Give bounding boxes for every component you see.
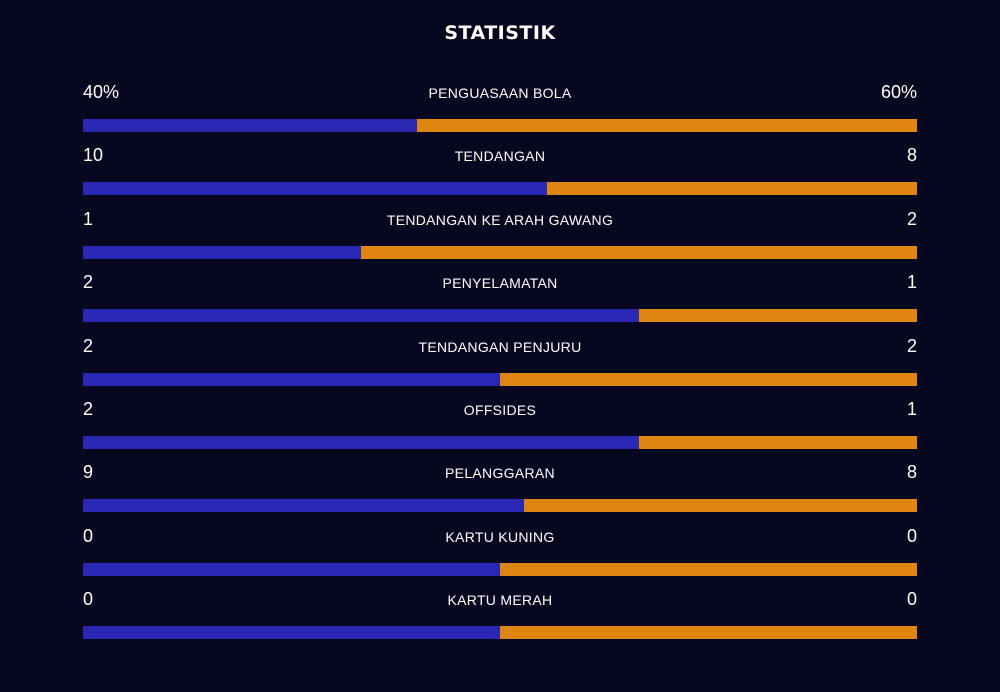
away-value: 2 <box>906 335 917 356</box>
stat-row-header: 2 OFFSIDES 1 <box>83 397 917 425</box>
home-bar-segment <box>83 182 547 196</box>
stat-row: 1 TENDANGAN KE ARAH GAWANG 2 <box>83 207 917 270</box>
stat-row: 10 TENDANGAN 8 <box>83 143 917 206</box>
stat-label: TENDANGAN <box>454 148 546 165</box>
stat-row-header: 2 TENDANGAN PENJURU 2 <box>83 334 917 362</box>
stat-row: 9 PELANGGARAN 8 <box>83 460 917 523</box>
home-bar-segment <box>83 562 500 576</box>
stat-label: OFFSIDES <box>463 401 537 418</box>
comparison-bar <box>83 435 917 449</box>
stat-row-header: 0 KARTU MERAH 0 <box>83 587 917 615</box>
home-value: 2 <box>83 272 94 293</box>
panel-title: STATISTIK <box>444 22 556 44</box>
comparison-bar <box>83 626 917 640</box>
away-bar-segment <box>546 182 917 196</box>
comparison-bar <box>83 499 917 513</box>
away-bar-segment <box>639 309 917 323</box>
comparison-bar <box>83 245 917 259</box>
away-bar-segment <box>639 435 917 449</box>
stat-row: 2 TENDANGAN PENJURU 2 <box>83 334 917 397</box>
home-value: 1 <box>83 208 94 229</box>
stat-row: 0 KARTU KUNING 0 <box>83 524 917 587</box>
away-value: 1 <box>906 398 917 419</box>
comparison-bar <box>83 372 917 386</box>
stat-row: 40% PENGUASAAN BOLA 60% <box>83 80 917 143</box>
away-bar-segment <box>500 626 917 640</box>
away-bar-segment <box>416 119 917 132</box>
home-bar-segment <box>83 309 640 323</box>
stat-row-header: 40% PENGUASAAN BOLA 60% <box>83 80 917 108</box>
stat-label: KARTU MERAH <box>447 592 553 609</box>
home-bar-segment <box>83 119 417 132</box>
comparison-bar <box>83 562 917 576</box>
away-bar-segment <box>500 562 917 576</box>
home-value: 9 <box>83 462 94 483</box>
stat-row: 0 KARTU MERAH 0 <box>83 587 917 650</box>
stat-label: TENDANGAN KE ARAH GAWANG <box>386 211 614 228</box>
stat-row-header: 9 PELANGGARAN 8 <box>83 460 917 488</box>
comparison-bar <box>83 182 917 196</box>
away-value: 2 <box>906 208 917 229</box>
stat-row-header: 2 PENYELAMATAN 1 <box>83 270 917 298</box>
home-value: 0 <box>83 525 94 546</box>
away-value: 0 <box>906 525 917 546</box>
home-bar-segment <box>83 245 361 259</box>
home-bar-segment <box>83 435 640 449</box>
stat-label: KARTU KUNING <box>445 528 555 545</box>
home-bar-segment <box>83 626 500 640</box>
home-value: 2 <box>83 335 94 356</box>
stat-row: 2 OFFSIDES 1 <box>83 397 917 460</box>
away-value: 8 <box>906 462 917 483</box>
home-value: 0 <box>83 589 94 610</box>
stats-list: 40% PENGUASAAN BOLA 60% 10 TENDANGAN 8 1 TENDAN… <box>83 80 917 651</box>
home-bar-segment <box>83 499 525 513</box>
comparison-bar <box>83 119 917 132</box>
stat-label: PENGUASAAN BOLA <box>428 85 572 101</box>
home-value: 2 <box>83 398 94 419</box>
away-value: 8 <box>906 145 917 166</box>
away-value: 60% <box>880 82 917 102</box>
stat-label: PENYELAMATAN <box>442 275 558 292</box>
home-value: 10 <box>83 145 104 166</box>
stat-row-header: 1 TENDANGAN KE ARAH GAWANG 2 <box>83 207 917 235</box>
away-value: 1 <box>906 272 917 293</box>
stat-row-header: 0 KARTU KUNING 0 <box>83 524 917 552</box>
stat-row-header: 10 TENDANGAN 8 <box>83 143 917 171</box>
away-bar-segment <box>500 372 917 386</box>
away-value: 0 <box>906 589 917 610</box>
away-bar-segment <box>524 499 917 513</box>
stat-row: 2 PENYELAMATAN 1 <box>83 270 917 333</box>
home-bar-segment <box>83 372 500 386</box>
stat-label: TENDANGAN PENJURU <box>418 338 582 355</box>
away-bar-segment <box>360 245 917 259</box>
stat-label: PELANGGARAN <box>445 465 555 482</box>
home-value: 40% <box>83 82 120 102</box>
comparison-bar <box>83 309 917 323</box>
